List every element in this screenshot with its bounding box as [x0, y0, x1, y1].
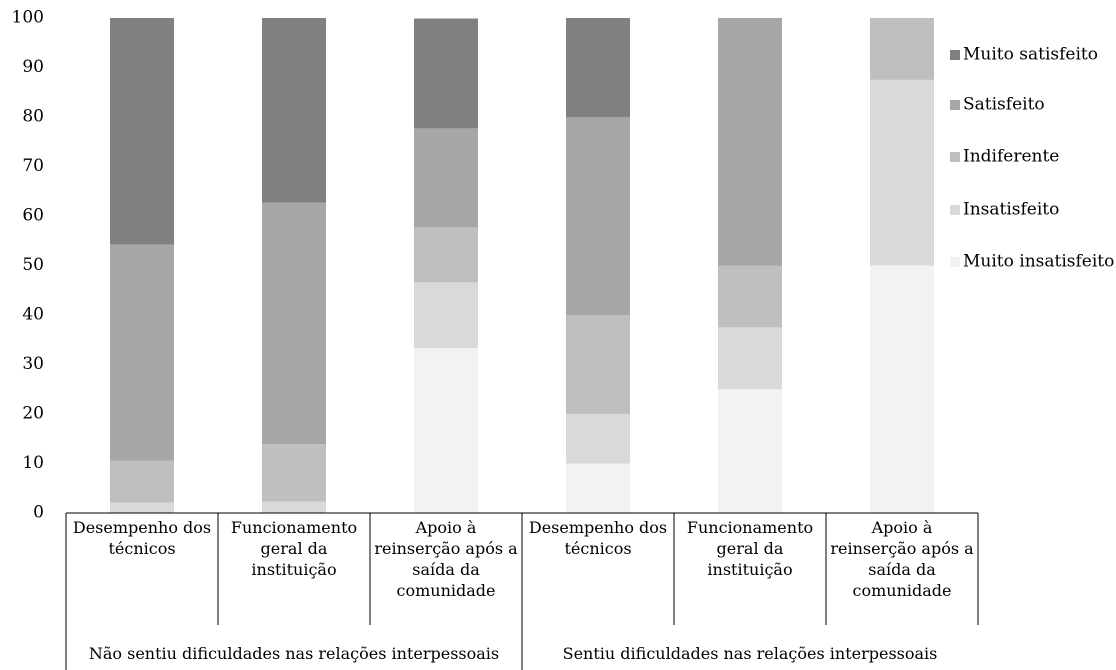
legend-swatch	[950, 50, 960, 60]
y-tick-label: 70	[22, 156, 44, 176]
bar-segment	[262, 501, 326, 513]
x-tick-label: Funcionamento geral da instituição	[686, 518, 814, 579]
bar-segment	[262, 18, 326, 203]
x-tick-label: Desempenho dos técnicos	[72, 518, 212, 558]
bar-segment	[566, 117, 630, 315]
bar-segment	[870, 79, 934, 266]
bar-segment	[414, 282, 478, 349]
legend-label: Satisfeito	[963, 95, 1045, 115]
bar-segment	[870, 18, 934, 80]
legend-swatch	[950, 205, 960, 215]
y-tick-label: 40	[22, 305, 44, 325]
bar-segment	[262, 444, 326, 502]
bar-segment	[262, 202, 326, 445]
y-tick-label: 80	[22, 107, 44, 127]
legend-label: Muito insatisfeito	[963, 252, 1114, 272]
legend-label: Indiferente	[963, 147, 1059, 167]
bar-segment	[110, 502, 174, 513]
x-tick-label: Funcionamento geral da instituição	[230, 518, 358, 579]
bar-segment	[414, 348, 478, 513]
bar-segment	[718, 18, 782, 266]
bar-segment	[718, 389, 782, 513]
bar-segment	[566, 414, 630, 464]
legend-swatch	[950, 100, 960, 110]
bar-segment	[566, 463, 630, 513]
x-tick-label: Apoio à reinserção após a saída da comun…	[830, 518, 974, 600]
bar-segment	[110, 460, 174, 503]
y-tick-label: 20	[22, 404, 44, 424]
bar-segment	[414, 18, 478, 129]
bar-segment	[870, 265, 934, 513]
y-tick-label: 90	[22, 57, 44, 77]
bar-segment	[414, 128, 478, 228]
y-tick-label: 10	[22, 453, 44, 473]
y-tick-label: 60	[22, 206, 44, 226]
bar-segment	[718, 265, 782, 328]
legend-label: Muito satisfeito	[963, 45, 1098, 65]
y-tick-label: 50	[22, 255, 44, 275]
legend-swatch	[950, 257, 960, 267]
bar-segment	[414, 227, 478, 283]
legend-swatch	[950, 152, 960, 162]
bar-segment	[110, 18, 174, 245]
group-label: Não sentiu dificuldades nas relações int…	[88, 644, 500, 663]
group-label: Sentiu dificuldades nas relações interpe…	[562, 644, 938, 663]
bar-segment	[566, 315, 630, 414]
bar-segment	[718, 327, 782, 390]
bar-segment	[566, 18, 630, 117]
x-tick-label: Apoio à reinserção após a saída da comun…	[374, 518, 518, 600]
legend-label: Insatisfeito	[963, 200, 1059, 220]
y-tick-label: 100	[12, 8, 44, 28]
y-tick-label: 30	[22, 354, 44, 374]
y-tick-label: 0	[33, 503, 44, 523]
bar-segment	[110, 244, 174, 461]
x-tick-label: Desempenho dos técnicos	[528, 518, 668, 558]
